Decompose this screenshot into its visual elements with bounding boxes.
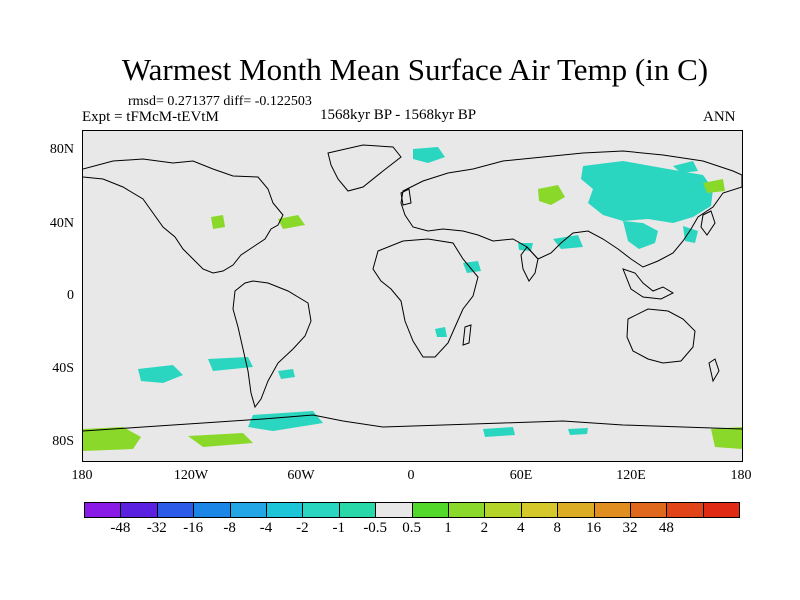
colorbar-swatch xyxy=(666,502,704,518)
coast-southeast-asia xyxy=(622,268,675,300)
colorbar-label: 16 xyxy=(586,520,602,536)
colorbar-label: -0.5 xyxy=(363,520,388,536)
lat-label-0: 0 xyxy=(67,288,74,303)
colorbar-label: -16 xyxy=(183,520,204,536)
map-svg xyxy=(83,144,742,451)
colorbar-swatch xyxy=(593,502,631,518)
colorbar-label: -2 xyxy=(296,520,309,536)
colorbar-label: 0.5 xyxy=(402,520,421,536)
colorbar-swatch xyxy=(120,502,158,518)
anomaly-patch-andes-green xyxy=(211,215,225,229)
lon-label-180w: 180 xyxy=(71,468,93,483)
colorbar-swatch xyxy=(193,502,231,518)
colorbar-swatch xyxy=(630,502,668,518)
colorbar-label: -1 xyxy=(332,520,346,536)
lat-label-80s: 80S xyxy=(52,434,74,449)
coast-uk xyxy=(400,188,412,206)
anomaly-patch-south-atlantic xyxy=(278,369,295,379)
anomaly-patch-arctic-cyan xyxy=(673,161,698,173)
anomaly-patch-central-asia xyxy=(553,235,583,249)
lon-label-120w: 120W xyxy=(173,468,209,483)
anomaly-patch-siberia xyxy=(581,161,713,223)
coast-india xyxy=(520,246,539,282)
colorbar-swatch xyxy=(84,502,122,518)
colorbar-label: -32 xyxy=(146,520,167,536)
map-panel xyxy=(82,130,743,462)
anomaly-patches xyxy=(83,147,742,451)
coast-eurasia xyxy=(400,150,742,268)
lat-label-40s: 40S xyxy=(52,361,74,376)
chart-title: Warmest Month Mean Surface Air Temp (in … xyxy=(121,52,709,87)
coast-north-america xyxy=(83,158,284,274)
colorbar-swatch xyxy=(484,502,522,518)
colorbar-label: 48 xyxy=(658,520,674,536)
colorbar-swatch xyxy=(557,502,595,518)
lon-label-120e: 120E xyxy=(616,468,646,483)
period-label: 1568kyr BP - 1568kyr BP xyxy=(320,107,477,123)
colorbar-swatch xyxy=(338,502,377,518)
colorbar-swatch xyxy=(229,502,267,518)
anomaly-patch-atlantic-green xyxy=(278,215,305,229)
colorbar-swatch xyxy=(375,502,413,518)
colorbar-label: -8 xyxy=(223,520,236,536)
colorbar-swatch xyxy=(302,502,340,518)
colorbar-swatch xyxy=(411,502,449,518)
anomaly-patch-antarctic-coast xyxy=(483,427,515,437)
lon-label-60e: 60E xyxy=(509,468,533,483)
colorbar-label: 32 xyxy=(622,520,638,536)
colorbar-label: -48 xyxy=(110,520,131,536)
coast-new-zealand xyxy=(708,358,720,383)
lat-label-40n: 40N xyxy=(49,216,74,231)
anomaly-patch-south-pacific-2 xyxy=(208,357,253,371)
coast-australia xyxy=(626,308,696,364)
anomaly-patch-antarctic-west-green xyxy=(83,427,141,451)
coast-antarctica xyxy=(83,414,742,432)
colorbar-swatch xyxy=(702,502,741,518)
experiment-label: Expt = tFMcM-tEVtM xyxy=(82,109,219,125)
anomaly-patch-antarctic-east xyxy=(568,428,588,435)
colorbar-swatch xyxy=(156,502,195,518)
coast-africa xyxy=(372,238,479,358)
anomaly-patch-china xyxy=(683,226,698,243)
coast-south-america xyxy=(232,280,312,409)
anomaly-patch-antarctic-east-green xyxy=(711,427,742,449)
anomaly-patch-antarctic-green xyxy=(188,433,253,447)
coast-japan xyxy=(700,210,716,236)
colorbar-swatch xyxy=(448,502,486,518)
colorbar-swatch xyxy=(520,502,559,518)
lon-label-0: 0 xyxy=(407,468,415,483)
season-label: ANN xyxy=(703,109,736,125)
colorbar-label: 1 xyxy=(444,520,452,536)
anomaly-patch-east-asia xyxy=(623,221,658,249)
anomaly-patch-scandinavia-green xyxy=(538,185,565,205)
colorbar-label: -4 xyxy=(259,520,273,536)
coast-madagascar xyxy=(462,324,472,346)
colorbar-label: 4 xyxy=(517,520,525,536)
anomaly-patch-far-east-green xyxy=(703,179,725,193)
colorbar-label: 8 xyxy=(553,520,561,536)
anomaly-patch-antarctic-peninsula xyxy=(248,411,323,431)
colorbar-label: 2 xyxy=(480,520,489,536)
anomaly-patch-south-pacific xyxy=(138,365,183,383)
coast-greenland xyxy=(327,144,402,192)
lon-label-180e: 180 xyxy=(730,468,752,483)
anomaly-patch-mozambique xyxy=(435,327,447,337)
colorbar-swatch xyxy=(266,502,304,518)
anomaly-patch-greenland xyxy=(413,147,445,163)
lon-label-60w: 60W xyxy=(287,468,315,483)
coastlines xyxy=(83,144,742,432)
stats-text: rmsd= 0.271377 diff= -0.122503 xyxy=(128,94,312,109)
lat-label-80n: 80N xyxy=(49,142,74,157)
